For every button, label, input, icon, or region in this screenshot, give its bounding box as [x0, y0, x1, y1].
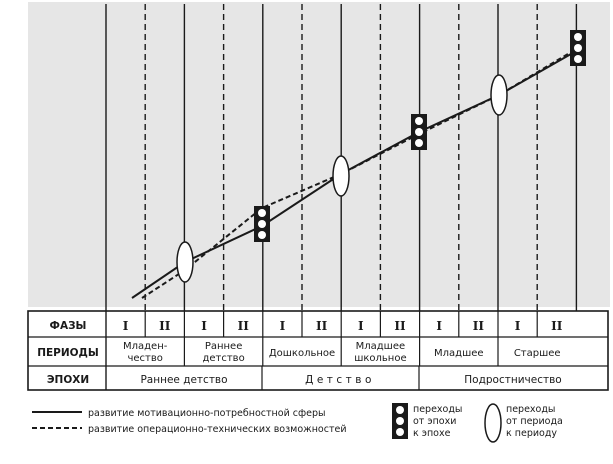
- period-cell: Раннее: [205, 341, 243, 352]
- period-cell: Младшее: [434, 348, 484, 359]
- epoch-childhood: Детство: [305, 374, 375, 386]
- period-cell: Младшее: [356, 341, 406, 352]
- background-text-shade: [28, 2, 610, 307]
- phase-cell: II: [238, 319, 250, 333]
- period-cell: школьное: [354, 353, 406, 364]
- legend-epoch-transition-line2: от эпохи: [413, 416, 456, 427]
- period-transition-ellipse: [332, 155, 350, 197]
- epoch-early-childhood: Раннее детство: [140, 374, 227, 386]
- epoch-transition-box: [411, 114, 427, 150]
- legend-period-transition-line2: от периода: [506, 416, 563, 427]
- legend: развитие мотивационно-потребностной сфер…: [32, 403, 563, 443]
- legend-operational-label: развитие операционно-технических возможн…: [88, 424, 347, 435]
- phase-cell: II: [551, 319, 563, 333]
- phase-grid-lines: [105, 4, 578, 311]
- ellipse-icon: [484, 403, 502, 443]
- legend-epoch-transition-line1: переходы: [413, 404, 462, 415]
- period-transition-ellipse: [176, 241, 194, 283]
- phase-cell: I: [280, 319, 286, 333]
- epoch-transition-box: [254, 206, 270, 242]
- phase-cell: II: [159, 319, 171, 333]
- period-cell: Дошкольное: [269, 348, 335, 359]
- period-cell: детство: [202, 353, 244, 364]
- period-cell: Младен-: [123, 341, 168, 352]
- legend-epoch-transition-line3: к эпохе: [413, 428, 451, 439]
- periodization-table: [27, 310, 609, 391]
- phase-cell: II: [316, 319, 328, 333]
- phase-cell: II: [473, 319, 485, 333]
- row-label-periods: ПЕРИОДЫ: [37, 347, 99, 359]
- epoch-transitions: [254, 30, 586, 242]
- period-transition-ellipse: [490, 74, 508, 116]
- phase-cell: I: [436, 319, 442, 333]
- phase-cell: II: [394, 319, 406, 333]
- epoch-transition-box: [570, 30, 586, 66]
- epoch-adolescence: Подростничество: [464, 374, 561, 386]
- legend-period-transition-line1: переходы: [506, 404, 555, 415]
- legend-motivational-label: развитие мотивационно-потребностной сфер…: [88, 408, 325, 419]
- period-cell: чество: [127, 353, 162, 364]
- row-label-phases: ФАЗЫ: [50, 320, 87, 332]
- phase-cells: I II I II I II I II I II I II: [123, 319, 563, 333]
- phase-cell: I: [515, 319, 521, 333]
- phase-cell: I: [358, 319, 364, 333]
- phase-cell: I: [123, 319, 129, 333]
- period-transitions: [176, 74, 508, 283]
- phase-cell: I: [201, 319, 207, 333]
- period-cell: Старшее: [514, 348, 561, 359]
- row-label-epochs: ЭПОХИ: [47, 374, 89, 386]
- three-circle-box-icon: [392, 403, 408, 439]
- legend-period-transition-line3: к периоду: [506, 428, 557, 439]
